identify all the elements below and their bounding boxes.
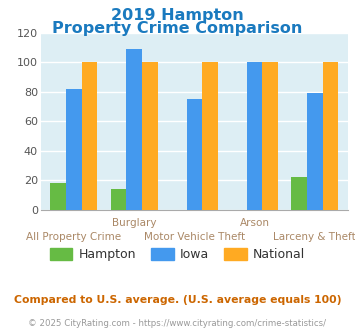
Text: 2019 Hampton: 2019 Hampton [111, 8, 244, 23]
Bar [50, 183, 66, 210]
Legend: Hampton, Iowa, National: Hampton, Iowa, National [45, 243, 310, 266]
Bar [202, 62, 218, 210]
Bar [186, 99, 202, 210]
Text: Compared to U.S. average. (U.S. average equals 100): Compared to U.S. average. (U.S. average … [14, 295, 341, 305]
Text: All Property Crime: All Property Crime [26, 232, 121, 242]
Bar [66, 89, 82, 210]
Text: © 2025 CityRating.com - https://www.cityrating.com/crime-statistics/: © 2025 CityRating.com - https://www.city… [28, 319, 327, 328]
Text: Motor Vehicle Theft: Motor Vehicle Theft [144, 232, 245, 242]
Bar [262, 62, 278, 210]
Text: Arson: Arson [240, 218, 269, 228]
Bar [111, 189, 126, 210]
Text: Property Crime Comparison: Property Crime Comparison [52, 21, 303, 36]
Bar [82, 62, 97, 210]
Bar [307, 93, 323, 210]
Text: Larceny & Theft: Larceny & Theft [273, 232, 355, 242]
Text: Burglary: Burglary [112, 218, 157, 228]
Bar [323, 62, 338, 210]
Bar [291, 177, 307, 210]
Bar [142, 62, 158, 210]
Bar [247, 62, 262, 210]
Bar [126, 49, 142, 210]
